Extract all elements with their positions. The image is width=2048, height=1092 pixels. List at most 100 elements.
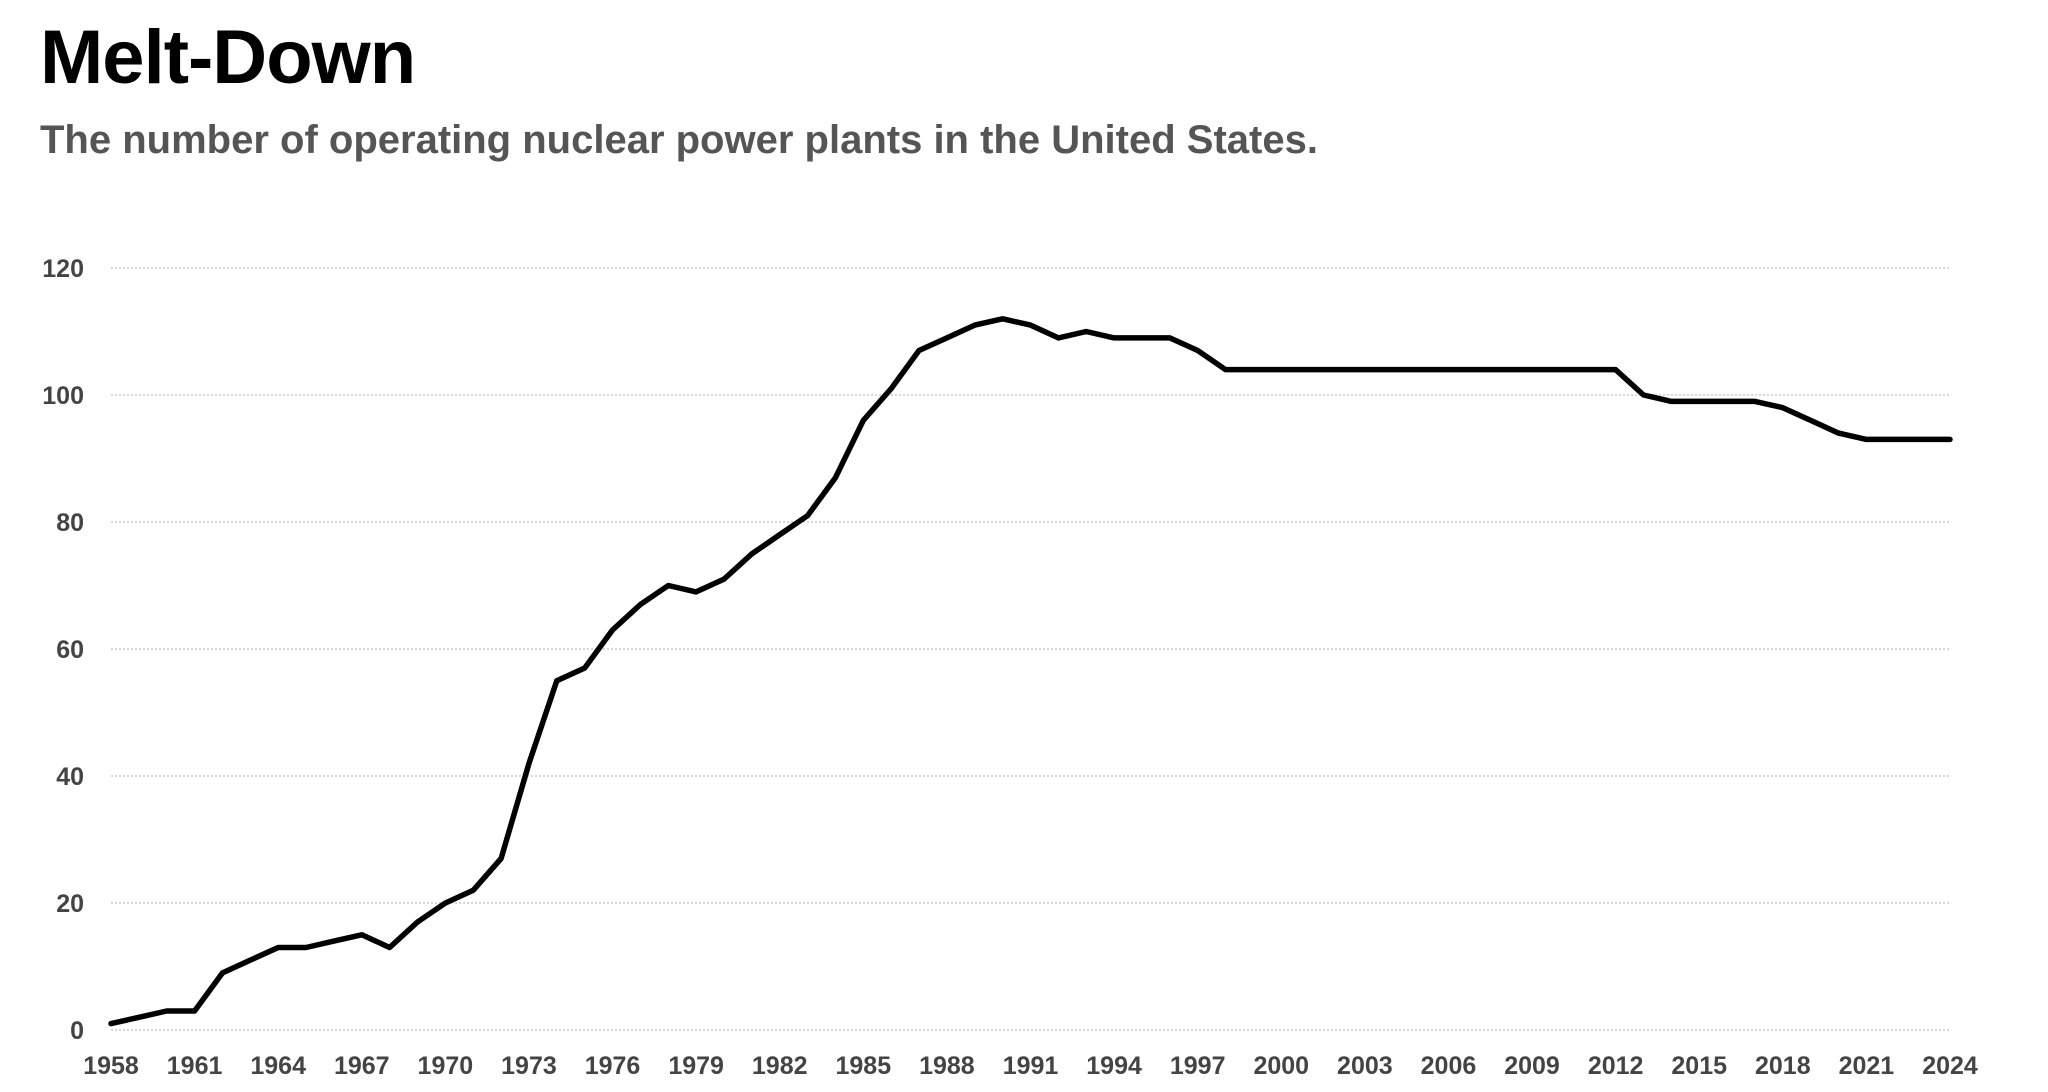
data-point [416,920,419,924]
y-tick-label: 40 [56,763,84,791]
data-point [1558,368,1562,372]
data-point [1029,323,1032,327]
data-point [917,349,921,353]
data-point [276,945,280,949]
data-point [443,901,447,905]
chart-title: Melt-Down [40,15,416,100]
data-point [611,628,615,632]
data-point [1419,368,1423,372]
data-point [527,761,531,765]
data-point [861,418,865,422]
data-point [1251,368,1255,372]
data-point [806,514,810,518]
data-point [1753,399,1757,403]
data-point [1363,368,1367,372]
data-point [1948,437,1952,441]
data-point [471,888,475,892]
x-axis-ticks: 1958 1961 1964 1967 1970 1973 1976 1979 1982 1985… [83,1052,1978,1080]
x-tick-label: 1991 [1003,1052,1059,1080]
data-point [137,1015,141,1019]
data-point [1279,368,1283,372]
data-point [1781,406,1785,410]
x-tick-label: 2000 [1253,1052,1309,1080]
data-point [889,387,893,391]
x-tick-label: 2018 [1755,1052,1811,1080]
data-point [750,552,754,556]
x-tick-label: 1958 [83,1052,139,1080]
y-axis-ticks: 0 20 40 60 80 100 120 [42,255,84,1045]
data-point [1669,399,1673,403]
data-point [499,857,503,861]
data-point [248,958,252,962]
data-point [1056,336,1060,340]
x-tick-label: 2015 [1671,1052,1727,1080]
data-point [1837,431,1841,435]
gridlines [111,267,1950,1031]
data-point [1335,368,1339,372]
data-point [109,1022,113,1026]
series-group [108,316,1953,1027]
data-point [583,666,587,670]
x-tick-label: 1967 [334,1052,390,1080]
data-point [1391,368,1395,372]
data-point [1168,336,1172,340]
x-tick-label: 1976 [585,1052,641,1080]
data-point [1864,437,1868,441]
data-point [304,945,308,949]
x-tick-label: 2024 [1922,1052,1978,1080]
x-tick-label: 2012 [1588,1052,1644,1080]
y-tick-label: 0 [70,1017,84,1045]
data-point [332,939,336,943]
data-point [1196,349,1200,353]
data-point [220,971,224,975]
data-point [1474,368,1478,372]
x-tick-label: 1973 [501,1052,557,1080]
data-point [1502,368,1506,372]
x-tick-label: 1982 [752,1052,808,1080]
data-point [360,933,364,937]
data-point [1446,368,1450,372]
data-point [1586,368,1590,372]
data-point [1307,368,1311,372]
y-tick-label: 80 [56,509,84,537]
data-point [555,679,559,683]
data-point [1530,368,1534,372]
x-tick-label: 2003 [1337,1052,1393,1080]
data-point [1697,399,1701,403]
data-point [193,1009,197,1013]
y-tick-label: 120 [42,255,84,283]
data-point [778,533,782,537]
x-tick-label: 1997 [1170,1052,1226,1080]
x-tick-label: 1964 [250,1052,306,1080]
series-line [108,316,1953,1027]
data-point [1001,317,1005,321]
data-point [1725,399,1729,403]
x-tick-label: 1961 [167,1052,223,1080]
data-point [1084,330,1088,333]
data-point [945,336,949,340]
data-point [1614,368,1618,372]
x-tick-label: 1994 [1086,1052,1142,1080]
x-tick-label: 2021 [1839,1052,1895,1080]
x-tick-label: 2006 [1421,1052,1477,1080]
data-point [1140,336,1144,340]
data-point [1112,336,1116,340]
y-tick-label: 100 [42,382,84,410]
data-point [1809,418,1813,422]
data-point [666,584,670,587]
data-point [694,590,698,594]
x-tick-label: 1979 [668,1052,724,1080]
x-tick-label: 1970 [418,1052,474,1080]
x-tick-label: 1985 [836,1052,892,1080]
y-tick-label: 60 [56,636,84,664]
y-tick-label: 20 [56,890,84,918]
x-tick-label: 2009 [1504,1052,1560,1080]
data-point [1920,437,1924,441]
data-point [973,323,977,327]
data-point [165,1009,169,1013]
x-tick-label: 1988 [919,1052,975,1080]
data-point [722,577,726,581]
data-point [388,945,392,949]
data-point [1224,368,1228,372]
chart-subtitle: The number of operating nuclear power pl… [40,118,1318,162]
